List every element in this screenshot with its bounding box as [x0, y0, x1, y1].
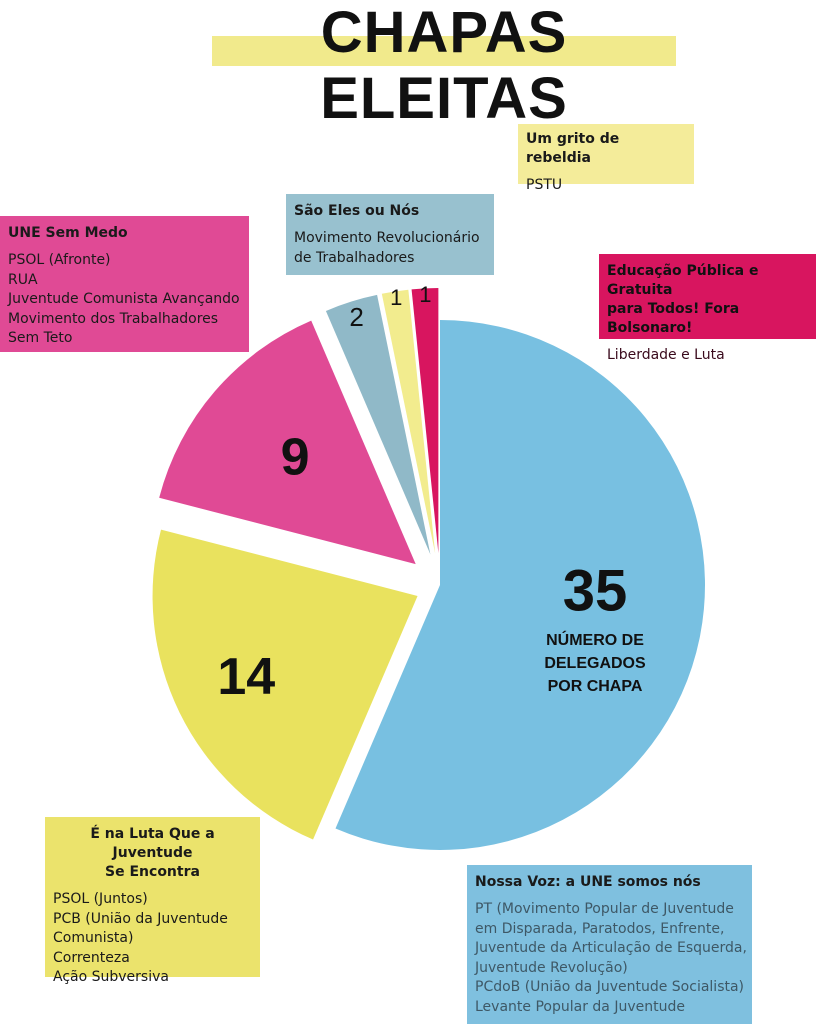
legend-line: Sem Teto: [8, 330, 73, 346]
slice-value-label: 2: [349, 302, 363, 332]
center-label-line: POR CHAPA: [548, 678, 643, 695]
legend-line: RUA: [8, 271, 38, 288]
chart-title: CHAPAS ELEITAS: [320, 0, 568, 131]
legend-line: em Disparada, Paratodos, Enfrente,: [475, 920, 725, 937]
legend-title: São Eles ou Nós: [294, 203, 420, 219]
legend-box-une-sem-medo: UNE Sem Medo PSOL (Afronte) RUA Juventud…: [0, 216, 249, 352]
title-area: CHAPAS ELEITAS: [0, 0, 816, 131]
legend-line: Comunista): [53, 930, 134, 946]
slice-value-label: 1: [419, 282, 431, 307]
pie-slice: [152, 529, 418, 840]
legend-title-line: Educação Pública e Gratuita: [607, 263, 759, 298]
legend-line: Juventude Revolução): [475, 959, 628, 976]
legend-lines: PSOL (Afronte) RUA Juventude Comunista A…: [8, 251, 241, 349]
center-label-line: NÚMERO DE: [546, 630, 644, 649]
legend-line: PSTU: [526, 177, 563, 193]
legend-line: PCB (União da Juventude: [53, 910, 228, 927]
legend-box-um-grito-de-rebeldia: Um grito de rebeldia PSTU: [518, 124, 694, 193]
pie-slice: [325, 294, 431, 555]
legend-box-nossa-voz: Nossa Voz: a UNE somos nós PT (Movimento…: [467, 865, 752, 1024]
legend-box-educacao-publica: Educação Pública e Gratuita para Todos! …: [599, 254, 816, 363]
center-label-line: DELEGADOS: [544, 655, 646, 672]
legend-line: PSOL (Afronte): [8, 252, 111, 268]
legend-title: Um grito de rebeldia: [526, 131, 620, 166]
legend-line: de Trabalhadores: [294, 249, 415, 266]
legend-line: Ação Subversiva: [53, 969, 169, 985]
legend-line: Levante Popular da Juventude: [475, 998, 685, 1015]
legend-lines: PT (Movimento Popular de Juventude em Di…: [475, 900, 747, 1017]
legend-title: Educação Pública e Gratuita para Todos! …: [607, 262, 808, 338]
legend-lines: PSTU: [526, 176, 686, 196]
slice-value-label: 9: [281, 428, 310, 486]
legend-line: Correnteza: [53, 949, 130, 966]
legend-line: PT (Movimento Popular de Juventude: [475, 901, 734, 917]
legend-title-line: para Todos! Fora Bolsonaro!: [607, 301, 740, 336]
slice-value-label: 35: [563, 558, 628, 623]
slice-value-label: 14: [217, 648, 275, 706]
legend-line: PCdoB (União da Juventude Socialista): [475, 979, 745, 995]
legend-line: Juventude Comunista Avançando: [8, 291, 240, 307]
legend-title-line: É na Luta Que a Juventude: [90, 826, 215, 861]
legend-box-sao-eles-ou-nos: São Eles ou Nós Movimento Revolucionário…: [286, 194, 494, 275]
legend-lines: PSOL (Juntos) PCB (União da Juventude Co…: [53, 890, 252, 988]
pie-slice: [335, 320, 705, 850]
pie-slice: [411, 288, 439, 554]
legend-title: Nossa Voz: a UNE somos nós: [475, 874, 701, 890]
legend-lines: Movimento Revolucionário de Trabalhadore…: [294, 229, 486, 268]
legend-line: Juventude da Articulação de Esquerda,: [475, 940, 747, 956]
pie-slice: [159, 320, 416, 565]
title-highlight: [212, 36, 676, 66]
legend-title: É na Luta Que a Juventude Se Encontra: [53, 825, 252, 882]
legend-title-line: Se Encontra: [105, 864, 200, 880]
pie-slice: [381, 289, 436, 554]
legend-line: Movimento dos Trabalhadores: [8, 310, 219, 327]
legend-box-e-na-luta: É na Luta Que a Juventude Se Encontra PS…: [45, 817, 260, 985]
legend-line: Liberdade e Luta: [607, 347, 725, 363]
slice-value-label: 1: [390, 285, 402, 310]
legend-lines: Liberdade e Luta: [607, 346, 808, 366]
legend-title: UNE Sem Medo: [8, 225, 128, 241]
legend-line: PSOL (Juntos): [53, 891, 148, 907]
legend-line: Movimento Revolucionário: [294, 230, 480, 246]
